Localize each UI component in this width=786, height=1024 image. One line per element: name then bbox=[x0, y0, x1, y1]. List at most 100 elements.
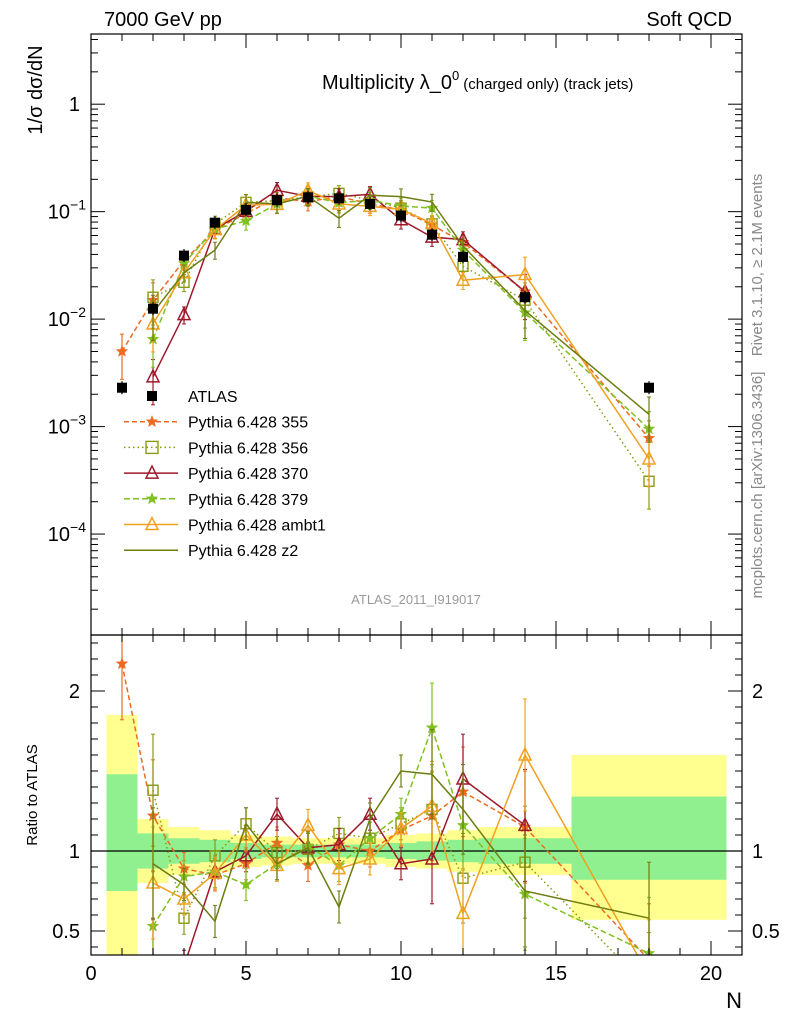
ratio-axis-ticks: 0 5 10 15 20 0.5 0.5 1 1 2 2 bbox=[52, 635, 780, 985]
data-point bbox=[147, 967, 159, 979]
data-point bbox=[210, 217, 220, 228]
data-point bbox=[272, 195, 282, 206]
x-axis-label: N bbox=[726, 988, 742, 1013]
legend-entry: Pythia 6.428 356 bbox=[124, 440, 308, 457]
y-tick-label: 10−4 bbox=[48, 519, 86, 546]
ratio-y-axis-label: Ratio to ATLAS bbox=[24, 744, 41, 845]
legend-marker bbox=[144, 515, 160, 531]
y-tick-label: 0.5 bbox=[52, 921, 80, 943]
legend-entry: Pythia 6.428 370 bbox=[124, 464, 308, 483]
data-point bbox=[241, 204, 251, 215]
ratio-plot-area bbox=[91, 635, 742, 994]
y-tick-label-right: 0.5 bbox=[752, 921, 780, 943]
x-tick-label: 20 bbox=[700, 963, 722, 985]
main-axis-ticks: 1 10−1 10−2 10−3 10−4 bbox=[48, 34, 743, 635]
legend-entry: Pythia 6.428 ambt1 bbox=[124, 515, 326, 535]
data-point bbox=[393, 819, 409, 835]
data-point bbox=[115, 344, 129, 357]
data-point bbox=[641, 450, 657, 465]
data-point bbox=[424, 850, 440, 865]
y-tick-label: 1 bbox=[69, 94, 80, 116]
series-line bbox=[121, 663, 646, 955]
y-tick-label: 10−1 bbox=[48, 197, 86, 224]
x-tick-label: 5 bbox=[240, 963, 251, 985]
data-point bbox=[300, 816, 316, 832]
legend-label: Pythia 6.428 356 bbox=[188, 440, 308, 457]
y-tick-label: 10−3 bbox=[48, 412, 86, 439]
legend-label: Pythia 6.428 370 bbox=[188, 466, 308, 483]
data-point bbox=[331, 859, 347, 875]
data-point bbox=[207, 220, 223, 236]
data-point bbox=[455, 271, 471, 287]
data-point bbox=[303, 192, 313, 203]
y-tick-label: 10−2 bbox=[48, 304, 86, 331]
legend-marker bbox=[144, 464, 160, 479]
category-label: Soft QCD bbox=[646, 9, 732, 31]
data-point bbox=[145, 368, 161, 383]
series-line bbox=[152, 192, 650, 482]
legend-label: Pythia 6.428 355 bbox=[188, 415, 308, 432]
data-point bbox=[520, 292, 530, 303]
legend-entry: Pythia 6.428 379 bbox=[124, 492, 308, 509]
data-point bbox=[207, 864, 223, 880]
rivet-label: Rivet 3.1.10, ≥ 2.1M events bbox=[749, 174, 766, 357]
legend-entry: Pythia 6.428 z2 bbox=[124, 543, 298, 560]
legend-marker bbox=[145, 492, 159, 505]
data-point bbox=[239, 877, 253, 891]
y-axis-label: 1/σ dσ/dN bbox=[25, 45, 47, 134]
x-tick-label: 10 bbox=[390, 963, 412, 985]
legend-marker bbox=[145, 414, 159, 428]
plot-title: Multiplicity λ_00(charged only) (track j… bbox=[322, 68, 633, 94]
series-z2 bbox=[151, 728, 651, 955]
data-point bbox=[117, 382, 127, 393]
data-point bbox=[238, 847, 254, 862]
data-point bbox=[393, 855, 409, 870]
legend-marker bbox=[145, 440, 159, 455]
data-point bbox=[365, 198, 375, 209]
legend-label: ATLAS bbox=[188, 389, 238, 406]
legend: ATLAS Pythia 6.428 355 Pythia 6.428 356 Pyt… bbox=[124, 389, 326, 560]
y-tick-label-right: 2 bbox=[752, 681, 763, 703]
data-point bbox=[517, 265, 533, 281]
data-point bbox=[643, 969, 655, 981]
y-tick-label: 1 bbox=[69, 841, 80, 863]
data-point bbox=[239, 214, 253, 227]
legend-marker bbox=[147, 391, 157, 401]
legend-label: Pythia 6.428 ambt1 bbox=[188, 518, 326, 535]
data-point bbox=[334, 193, 344, 204]
data-point bbox=[427, 229, 437, 240]
y-tick-label: 2 bbox=[69, 681, 80, 703]
data-point bbox=[115, 657, 129, 670]
main-plot-area bbox=[115, 181, 657, 510]
main-panel: 1 10−1 10−2 10−3 10−4 Multiplicity λ_00(char… bbox=[25, 33, 743, 636]
x-tick-label: 0 bbox=[85, 963, 96, 985]
data-point bbox=[147, 784, 159, 796]
mcplots-label: mcplots.cern.ch [arXiv:1306.3436] bbox=[749, 372, 766, 599]
uncertainty-band-inner bbox=[106, 774, 138, 891]
legend-label: Pythia 6.428 z2 bbox=[188, 543, 298, 560]
data-point bbox=[362, 850, 378, 865]
legend-entry: ATLAS bbox=[147, 389, 238, 406]
data-point bbox=[178, 959, 190, 971]
y-tick-label-right: 1 bbox=[752, 841, 763, 863]
analysis-watermark: ATLAS_2011_I919017 bbox=[351, 592, 481, 607]
data-point bbox=[517, 816, 533, 832]
series-356 bbox=[147, 185, 655, 510]
data-point bbox=[455, 904, 471, 920]
data-point bbox=[179, 250, 189, 261]
data-point bbox=[148, 303, 158, 314]
data-point bbox=[176, 306, 192, 321]
legend-label: Pythia 6.428 379 bbox=[188, 492, 308, 509]
x-tick-label: 15 bbox=[545, 963, 567, 985]
series-ATLAS bbox=[117, 190, 654, 395]
data-point bbox=[269, 805, 285, 820]
data-point bbox=[517, 746, 533, 761]
data-point bbox=[363, 831, 377, 844]
energy-label: 7000 GeV pp bbox=[104, 9, 222, 31]
data-point bbox=[396, 210, 406, 221]
series-z2 bbox=[151, 187, 651, 443]
ratio-panel-frame bbox=[90, 634, 743, 956]
data-point bbox=[644, 984, 654, 994]
data-point bbox=[176, 890, 192, 905]
data-point bbox=[644, 382, 654, 393]
